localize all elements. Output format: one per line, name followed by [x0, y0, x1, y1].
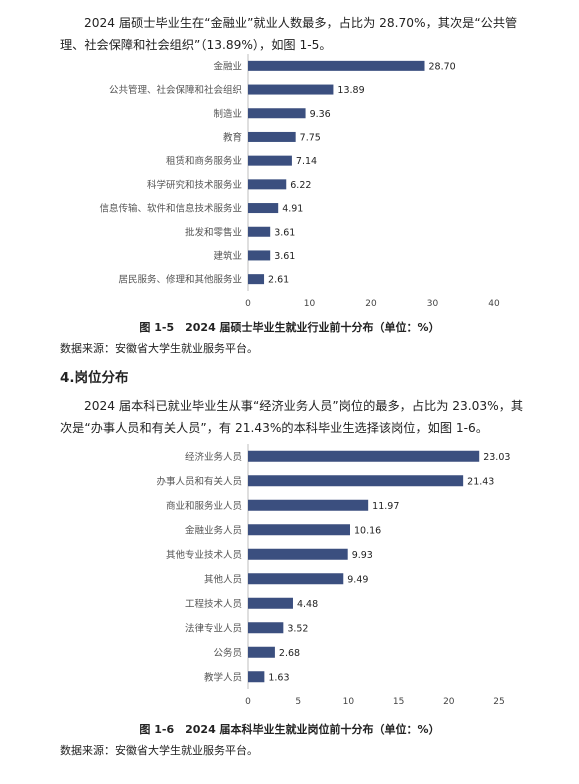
- position-bar-chart: 经济业务人员 23.03 办事人员和有关人员 21.43 商业和服务业人员 11.97 金融…: [156, 444, 510, 707]
- x-tick-label: 20: [365, 299, 377, 309]
- bar: [248, 475, 464, 487]
- paragraph-industry-intro: 2024 届硕士毕业生在“金融业”就业人数最多，占比为 28.70%，其次是“公…: [60, 16, 518, 52]
- x-tick-label: 20: [443, 697, 455, 707]
- category-label: 工程技术人员: [185, 598, 242, 610]
- x-tick-label: 40: [488, 299, 500, 309]
- bar: [248, 450, 480, 462]
- figure-1-6-source: 数据来源：安徽省大学生就业服务平台。: [60, 744, 258, 757]
- value-label: 23.03: [483, 452, 510, 463]
- category-label: 教学人员: [204, 671, 242, 683]
- category-label: 批发和零售业: [185, 226, 242, 238]
- value-label: 11.97: [372, 501, 399, 512]
- value-label: 3.61: [274, 227, 295, 238]
- category-label: 建筑业: [213, 250, 242, 262]
- bar: [248, 597, 293, 609]
- section-heading-position: 4.岗位分布: [60, 370, 129, 386]
- bar: [248, 131, 296, 142]
- category-label: 信息传输、软件和信息技术服务业: [99, 203, 242, 215]
- value-label: 13.89: [337, 85, 364, 96]
- x-tick-label: 0: [245, 299, 251, 309]
- bar: [248, 646, 275, 658]
- category-label: 其他专业技术人员: [166, 549, 242, 561]
- value-label: 7.75: [300, 132, 321, 143]
- value-label: 1.63: [268, 672, 289, 683]
- paragraph-position-intro: 2024 届本科已就业毕业生从事“经济业务人员”岗位的最多，占比为 23.03%…: [60, 399, 524, 435]
- value-label: 9.93: [352, 550, 373, 561]
- x-tick-label: 5: [295, 697, 301, 707]
- bar: [248, 60, 425, 71]
- category-label: 科学研究和技术服务业: [147, 179, 242, 191]
- value-label: 4.48: [297, 599, 318, 610]
- category-label: 办事人员和有关人员: [156, 475, 242, 487]
- value-label: 2.61: [268, 275, 289, 286]
- category-label: 公共管理、社会保障和社会组织: [109, 84, 242, 96]
- category-label: 金融业务人员: [185, 524, 242, 536]
- x-tick-label: 0: [245, 697, 251, 707]
- bar: [248, 250, 271, 261]
- bar: [248, 671, 265, 683]
- value-label: 6.22: [290, 180, 311, 191]
- figure-1-5-caption: 图 1-5 2024 届硕士毕业生就业行业前十分布（单位：%）: [139, 321, 440, 334]
- figure-1-5-source: 数据来源：安徽省大学生就业服务平台。: [60, 342, 258, 355]
- bar: [248, 274, 265, 285]
- value-label: 3.52: [287, 623, 308, 634]
- bar: [248, 524, 351, 536]
- bar: [248, 499, 369, 511]
- value-label: 9.36: [310, 109, 331, 120]
- category-label: 其他人员: [204, 573, 242, 585]
- bar: [248, 226, 271, 237]
- category-label: 公务员: [213, 647, 242, 659]
- figure-1-6-caption: 图 1-6 2024 届本科毕业生就业岗位前十分布（单位：%）: [139, 723, 440, 736]
- bar: [248, 84, 334, 95]
- value-label: 28.70: [429, 61, 456, 72]
- category-label: 商业和服务业人员: [166, 500, 242, 512]
- value-label: 4.91: [282, 204, 303, 215]
- value-label: 7.14: [296, 156, 317, 167]
- value-label: 3.61: [274, 251, 295, 262]
- category-label: 法律专业人员: [185, 622, 242, 634]
- category-label: 经济业务人员: [185, 451, 242, 463]
- x-tick-label: 10: [343, 697, 355, 707]
- industry-bar-chart: 金融业 28.70 公共管理、社会保障和社会组织 13.89 制造业 9.36 教育 7.75…: [99, 54, 500, 309]
- bar: [248, 548, 348, 560]
- bar: [248, 155, 292, 166]
- bar: [248, 108, 306, 119]
- value-label: 10.16: [354, 525, 381, 536]
- category-label: 租赁和商务服务业: [166, 155, 242, 167]
- bar: [248, 179, 287, 190]
- x-tick-label: 30: [427, 299, 439, 309]
- x-tick-label: 10: [304, 299, 316, 309]
- category-label: 制造业: [213, 108, 242, 120]
- category-label: 居民服务、修理和其他服务业: [118, 274, 242, 286]
- value-label: 21.43: [467, 476, 494, 487]
- bar: [248, 622, 284, 634]
- bar: [248, 203, 279, 214]
- category-label: 教育: [223, 131, 242, 143]
- bar: [248, 573, 344, 585]
- value-label: 9.49: [347, 574, 368, 585]
- value-label: 2.68: [279, 648, 300, 659]
- x-tick-label: 15: [393, 697, 404, 707]
- category-label: 金融业: [213, 60, 242, 72]
- x-tick-label: 25: [493, 697, 504, 707]
